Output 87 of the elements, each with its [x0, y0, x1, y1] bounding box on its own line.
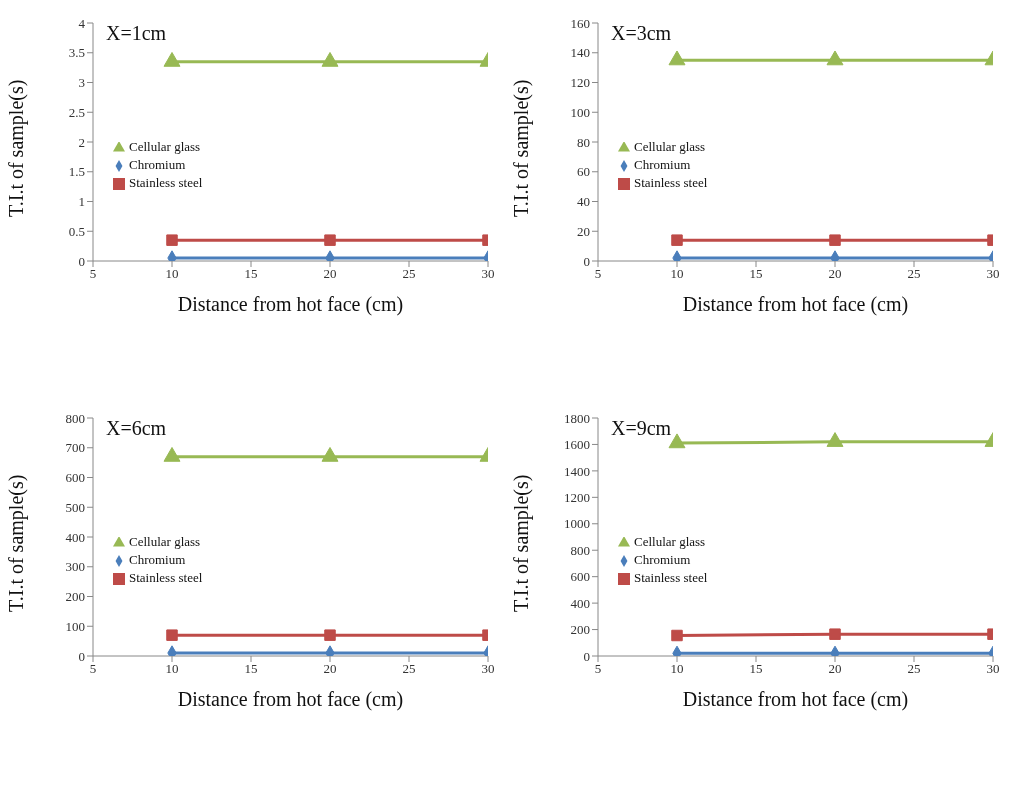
- x-tick-label: 5: [594, 266, 602, 282]
- legend-label: Cellular glass: [634, 534, 706, 549]
- y-tick-label: 120: [570, 75, 590, 91]
- y-tick-label: 140: [570, 45, 590, 61]
- y-tick-label: 200: [65, 589, 85, 605]
- x-tick-label: 30: [481, 266, 495, 282]
- x-tick-label: 10: [670, 661, 684, 677]
- y-tick-label: 80: [577, 134, 590, 150]
- legend-label: Chromium: [129, 552, 186, 567]
- x-axis-title: Distance from hot face (cm): [177, 688, 404, 711]
- y-axis-title: T.I.t of sample(s): [5, 79, 29, 217]
- x-tick-label: 15: [749, 266, 763, 282]
- y-tick-label: 400: [65, 529, 85, 545]
- legend-label: Stainless steel: [634, 570, 708, 585]
- legend-label: Chromium: [634, 157, 691, 172]
- legend-label: Chromium: [634, 552, 691, 567]
- x-tick-label: 20: [828, 661, 842, 677]
- y-tick-label: 600: [65, 470, 85, 486]
- chart-title: X=6cm: [106, 417, 167, 440]
- y-tick-label: 800: [570, 542, 590, 558]
- point: [668, 433, 686, 449]
- y-tick-label: 2: [78, 134, 85, 150]
- chart-title: X=3cm: [611, 22, 672, 45]
- y-tick-label: 1600: [564, 437, 590, 453]
- y-tick-label: 0.5: [68, 223, 85, 239]
- y-tick-label: 40: [577, 194, 590, 210]
- y-tick-label: 800: [65, 410, 85, 426]
- y-tick-label: 20: [577, 223, 590, 239]
- y-axis-title: T.I.t of sample(s): [510, 474, 534, 612]
- y-tick-label: 1200: [564, 489, 590, 505]
- x-tick-label: 15: [244, 661, 258, 677]
- x-axis-title: Distance from hot face (cm): [177, 293, 404, 316]
- x-tick-label: 15: [749, 661, 763, 677]
- point: [826, 432, 844, 447]
- y-tick-label: 3.5: [68, 45, 85, 61]
- legend-label: Cellular glass: [129, 534, 201, 549]
- y-tick-label: 600: [570, 569, 590, 585]
- y-tick-label: 1000: [564, 516, 590, 532]
- y-tick-label: 4: [78, 15, 86, 31]
- y-tick-label: 100: [65, 618, 85, 634]
- y-tick-label: 1.5: [68, 164, 85, 180]
- y-tick-label: 0: [78, 253, 85, 269]
- y-tick-label: 0: [78, 648, 85, 664]
- legend-label: Chromium: [129, 157, 186, 172]
- y-tick-label: 400: [570, 595, 590, 611]
- x-tick-label: 5: [594, 661, 602, 677]
- x-tick-label: 15: [244, 266, 258, 282]
- legend-label: Stainless steel: [129, 175, 203, 190]
- legend-label: Stainless steel: [634, 175, 708, 190]
- x-tick-label: 5: [89, 266, 97, 282]
- legend-label: Stainless steel: [129, 570, 203, 585]
- x-axis-title: Distance from hot face (cm): [682, 688, 909, 711]
- x-tick-label: 30: [481, 661, 495, 677]
- x-tick-label: 25: [402, 661, 416, 677]
- x-tick-label: 25: [402, 266, 416, 282]
- x-tick-label: 10: [670, 266, 684, 282]
- y-tick-label: 3: [78, 75, 85, 91]
- y-tick-label: 700: [65, 440, 85, 456]
- x-tick-label: 20: [323, 266, 337, 282]
- y-axis-title: T.I.t of sample(s): [5, 474, 29, 612]
- x-tick-label: 30: [986, 661, 1000, 677]
- y-tick-label: 200: [570, 622, 590, 638]
- y-axis-title: T.I.t of sample(s): [510, 79, 534, 217]
- y-tick-label: 0: [583, 253, 590, 269]
- legend-label: Cellular glass: [634, 139, 706, 154]
- legend-label: Cellular glass: [129, 139, 201, 154]
- x-tick-label: 10: [165, 266, 179, 282]
- x-tick-label: 25: [907, 661, 921, 677]
- chart-title: X=1cm: [106, 22, 167, 45]
- x-tick-label: 30: [986, 266, 1000, 282]
- x-tick-label: 25: [907, 266, 921, 282]
- y-tick-label: 0: [583, 648, 590, 664]
- x-tick-label: 5: [89, 661, 97, 677]
- y-tick-label: 1800: [564, 410, 590, 426]
- y-tick-label: 2.5: [68, 104, 85, 120]
- y-tick-label: 1: [78, 194, 85, 210]
- x-tick-label: 20: [828, 266, 842, 282]
- y-tick-label: 500: [65, 499, 85, 515]
- y-tick-label: 60: [577, 164, 590, 180]
- y-tick-label: 100: [570, 104, 590, 120]
- x-tick-label: 10: [165, 661, 179, 677]
- chart-title: X=9cm: [611, 417, 672, 440]
- x-axis-title: Distance from hot face (cm): [682, 293, 909, 316]
- y-tick-label: 300: [65, 559, 85, 575]
- y-tick-label: 1400: [564, 463, 590, 479]
- x-tick-label: 20: [323, 661, 337, 677]
- y-tick-label: 160: [570, 15, 590, 31]
